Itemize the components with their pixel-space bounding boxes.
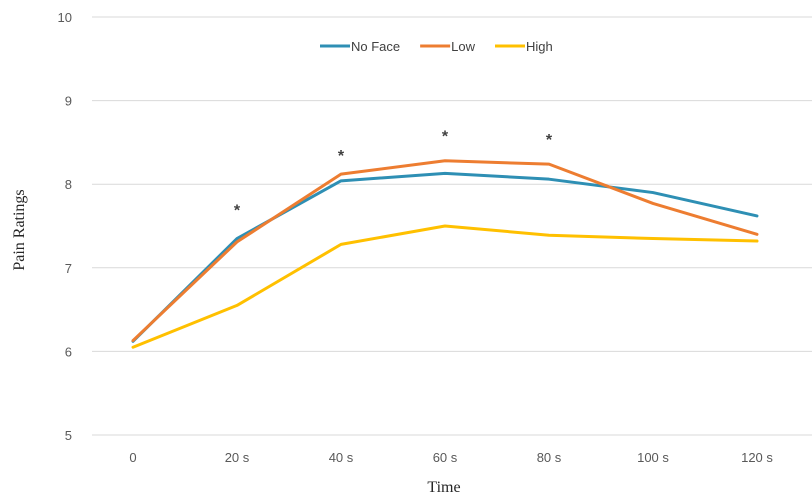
gridlines xyxy=(92,16,812,436)
significance-marker: * xyxy=(546,132,553,149)
y-axis-title: Pain Ratings xyxy=(11,189,28,270)
y-tick-label: 10 xyxy=(58,10,72,25)
y-tick-label: 5 xyxy=(65,428,72,443)
x-tick-label: 100 s xyxy=(637,450,669,465)
significance-marker: * xyxy=(442,129,449,146)
x-axis-title: Time xyxy=(427,479,460,496)
significance-marker: * xyxy=(338,148,345,165)
series-lines xyxy=(131,159,759,349)
x-tick-label: 20 s xyxy=(225,450,250,465)
legend: No Face Low High xyxy=(320,39,553,54)
y-tick-label: 7 xyxy=(65,261,72,276)
x-tick-label: 80 s xyxy=(537,450,562,465)
x-tick-labels: 0 20 s 40 s 60 s 80 s 100 s 120 s xyxy=(129,450,773,465)
x-tick-label: 120 s xyxy=(741,450,773,465)
legend-label: High xyxy=(526,39,553,54)
significance-markers: * * * * xyxy=(234,129,553,220)
series-line-no-face xyxy=(131,171,759,343)
significance-marker: * xyxy=(234,202,241,219)
legend-label: No Face xyxy=(351,39,400,54)
y-tick-label: 6 xyxy=(65,344,72,359)
y-tick-label: 8 xyxy=(65,177,72,192)
series-line-high xyxy=(131,224,759,349)
y-tick-label: 9 xyxy=(65,94,72,109)
x-tick-label: 60 s xyxy=(433,450,458,465)
x-tick-label: 0 xyxy=(129,450,136,465)
legend-label: Low xyxy=(451,39,475,54)
x-tick-label: 40 s xyxy=(329,450,354,465)
y-tick-labels: 5 6 7 8 9 10 xyxy=(58,10,72,443)
series-line-low xyxy=(131,159,759,343)
